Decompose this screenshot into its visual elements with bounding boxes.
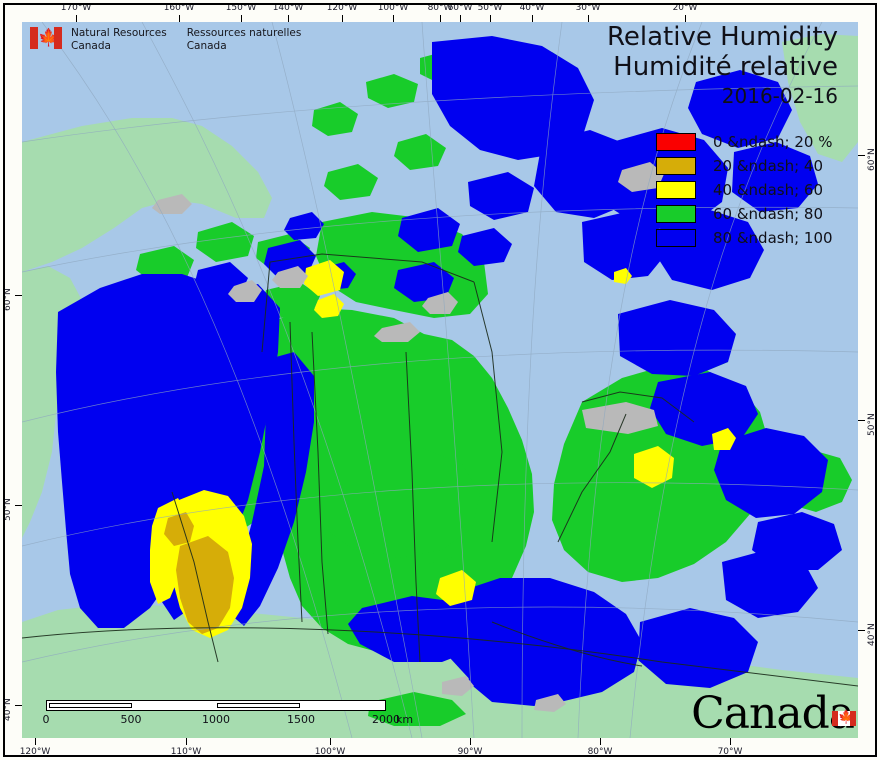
scale-tick-label: 1500 bbox=[287, 713, 315, 726]
axis-tick bbox=[186, 738, 187, 745]
axis-tick bbox=[179, 15, 180, 22]
axis-tick bbox=[685, 15, 686, 22]
axis-label: 20°W bbox=[672, 3, 698, 13]
canada-wordmark-text: Canada bbox=[691, 688, 855, 739]
axis-label: 160°W bbox=[163, 3, 195, 13]
legend-swatch bbox=[656, 181, 696, 199]
map-title-block: Relative Humidity Humidité relative 2016… bbox=[607, 22, 838, 109]
legend-label: 60 &ndash; 80 bbox=[713, 205, 824, 223]
axis-label: 100°W bbox=[377, 3, 409, 13]
axis-tick bbox=[15, 705, 22, 706]
axis-label: 40°N bbox=[3, 698, 13, 721]
legend-swatch bbox=[656, 133, 696, 151]
axis-tick bbox=[330, 738, 331, 745]
axis-label: 90°W bbox=[457, 747, 483, 757]
axis-label: 60°W bbox=[447, 3, 473, 13]
axis-tick bbox=[342, 15, 343, 22]
legend-swatch bbox=[656, 229, 696, 247]
axis-label: 140°W bbox=[272, 3, 304, 13]
axis-latitude-right: 60°N 50°N 40°N bbox=[858, 0, 880, 760]
axis-label: 110°W bbox=[170, 747, 202, 757]
axis-label: 40°N bbox=[867, 623, 877, 646]
axis-label: 60°N bbox=[867, 148, 877, 171]
scale-tick-label: 2000 bbox=[372, 713, 400, 726]
legend-label: 40 &ndash; 60 bbox=[713, 181, 824, 199]
axis-label: 120°W bbox=[19, 747, 51, 757]
axis-tick bbox=[440, 15, 441, 22]
axis-tick bbox=[858, 155, 865, 156]
scale-bar: 0 500 1000 1500 2000 km bbox=[42, 700, 414, 727]
axis-longitude-bottom: 120°W 110°W 100°W 90°W 80°W 70°W bbox=[0, 738, 880, 760]
humidity-class-80-100 bbox=[56, 36, 842, 706]
legend-swatch bbox=[656, 205, 696, 223]
scale-tick-label: 1000 bbox=[202, 713, 230, 726]
axis-tick bbox=[532, 15, 533, 22]
axis-longitude-top: 170°W 160°W 150°W 140°W 120°W 100°W 80°W 60°W 50… bbox=[0, 0, 880, 22]
legend-swatch bbox=[656, 157, 696, 175]
axis-label: 50°W bbox=[477, 3, 503, 13]
axis-label: 170°W bbox=[60, 3, 92, 13]
axis-tick bbox=[15, 295, 22, 296]
axis-tick bbox=[600, 738, 601, 745]
axis-label: 30°W bbox=[575, 3, 601, 13]
legend-row: 0 &ndash; 20 % bbox=[656, 130, 833, 154]
legend-label: 20 &ndash; 40 bbox=[713, 157, 824, 175]
scale-bar-graphic bbox=[46, 700, 386, 711]
axis-tick bbox=[490, 15, 491, 22]
canada-flag-icon: 🍁 bbox=[832, 690, 856, 726]
axis-tick bbox=[588, 15, 589, 22]
map-canvas[interactable] bbox=[22, 22, 858, 738]
scale-tick-label: 500 bbox=[120, 713, 142, 726]
axis-label: 120°W bbox=[326, 3, 358, 13]
axis-label: 60°N bbox=[3, 288, 13, 311]
axis-tick bbox=[858, 630, 865, 631]
axis-latitude-left: 60°N 50°N 40°N bbox=[0, 0, 22, 760]
scale-unit-label: km bbox=[396, 713, 414, 726]
axis-label: 100°W bbox=[314, 747, 346, 757]
axis-label: 150°W bbox=[225, 3, 257, 13]
legend-label: 80 &ndash; 100 bbox=[713, 229, 833, 247]
humidity-raster-map bbox=[22, 22, 858, 738]
axis-tick bbox=[15, 505, 22, 506]
humidity-class-20-40 bbox=[164, 512, 234, 634]
axis-tick bbox=[858, 420, 865, 421]
legend: 0 &ndash; 20 % 20 &ndash; 40 40 &ndash; 60… bbox=[656, 130, 833, 250]
nrcan-label-fr-line1: Ressources naturelles bbox=[186, 27, 302, 39]
legend-row: 80 &ndash; 100 bbox=[656, 226, 833, 250]
nrcan-label-fr-line2: Canada bbox=[186, 40, 227, 52]
axis-label: 40°W bbox=[519, 3, 545, 13]
axis-tick bbox=[288, 15, 289, 22]
axis-tick bbox=[35, 738, 36, 745]
nrcan-label-en-line2: Canada bbox=[71, 40, 111, 52]
legend-row: 40 &ndash; 60 bbox=[656, 178, 833, 202]
scale-bar-labels: 0 500 1000 1500 2000 km bbox=[42, 713, 414, 727]
nrcan-wordmark: 🍁 Natural Resources Canada Ressources na… bbox=[30, 27, 301, 53]
map-title-en: Relative Humidity bbox=[606, 22, 838, 52]
map-date: 2016-02-16 bbox=[721, 84, 838, 108]
scale-tick-label: 0 bbox=[42, 713, 50, 726]
axis-tick bbox=[76, 15, 77, 22]
legend-label: 0 &ndash; 20 % bbox=[713, 133, 833, 151]
axis-label: 50°N bbox=[3, 498, 13, 521]
axis-tick bbox=[241, 15, 242, 22]
axis-tick bbox=[470, 738, 471, 745]
canada-wordmark: Canada 🍁 bbox=[691, 690, 856, 736]
graticule-lines bbox=[22, 22, 858, 738]
administrative-boundaries bbox=[22, 253, 858, 687]
nrcan-label-en-line1: Natural Resources bbox=[71, 27, 167, 39]
axis-tick bbox=[460, 15, 461, 22]
axis-label: 50°N bbox=[867, 413, 877, 436]
nodata-gray-layer bbox=[152, 162, 664, 712]
axis-label: 70°W bbox=[717, 747, 743, 757]
axis-tick bbox=[393, 15, 394, 22]
legend-row: 20 &ndash; 40 bbox=[656, 154, 833, 178]
legend-row: 60 &ndash; 80 bbox=[656, 202, 833, 226]
axis-label: 80°W bbox=[587, 747, 613, 757]
canada-flag-icon: 🍁 bbox=[30, 27, 62, 49]
axis-tick bbox=[730, 738, 731, 745]
map-title-fr: Humidité relative bbox=[613, 52, 838, 82]
axis-label: 80°W bbox=[427, 3, 453, 13]
